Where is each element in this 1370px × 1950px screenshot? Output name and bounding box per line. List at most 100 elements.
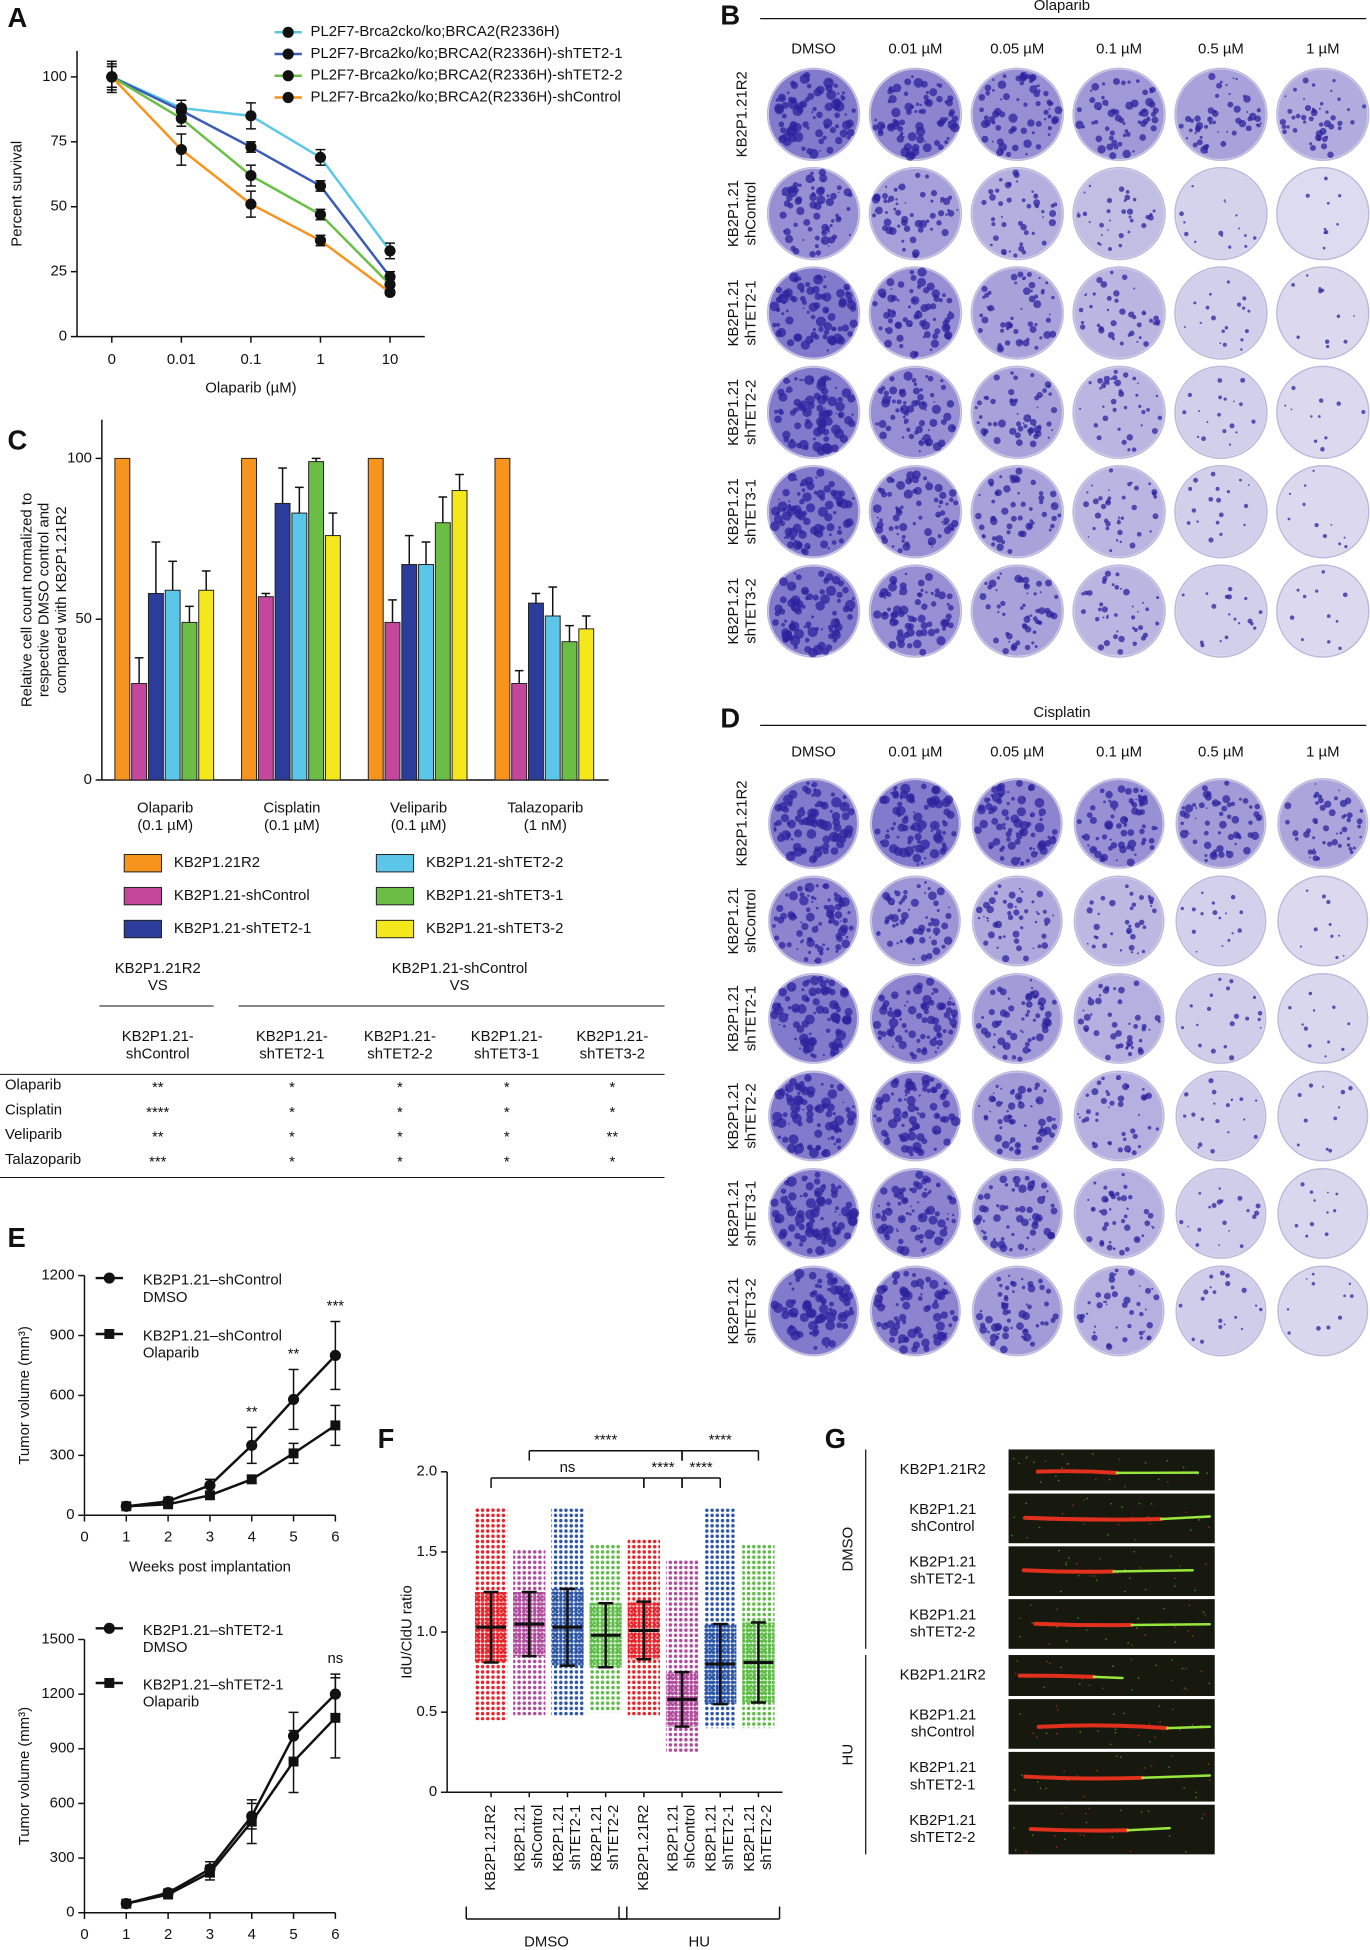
speckle xyxy=(1185,1688,1188,1691)
colony xyxy=(1045,317,1052,323)
colony xyxy=(896,298,900,302)
colony xyxy=(1025,153,1028,156)
colony xyxy=(1010,273,1018,281)
colony xyxy=(936,887,945,896)
colony xyxy=(814,235,820,241)
colony xyxy=(996,576,1000,580)
colony xyxy=(805,281,811,287)
colony xyxy=(1007,997,1011,1000)
speckle xyxy=(1168,1834,1171,1837)
colony xyxy=(1029,812,1036,818)
colony xyxy=(934,483,943,493)
colony xyxy=(980,1027,989,1035)
legend-label: KB2P1.21-shTET3-1 xyxy=(426,888,563,904)
colony xyxy=(949,997,952,1000)
x-tick-label: 5 xyxy=(289,1927,297,1943)
colony xyxy=(1101,606,1108,613)
colony xyxy=(799,1234,807,1243)
legend-label: KB2P1.21-shTET2-1 xyxy=(174,921,311,937)
text-line: KB2P1.21 xyxy=(726,1180,742,1247)
colony xyxy=(1018,887,1021,890)
colony xyxy=(1131,447,1137,452)
colony xyxy=(1326,201,1330,205)
colony xyxy=(1245,125,1252,132)
colony xyxy=(872,300,878,307)
colony xyxy=(1137,1047,1143,1053)
colony xyxy=(832,1226,842,1236)
colony xyxy=(1112,1221,1117,1226)
colony xyxy=(1219,80,1223,84)
speckle xyxy=(1072,1504,1074,1507)
colony xyxy=(988,189,994,195)
colony xyxy=(1114,585,1120,590)
colony xyxy=(1128,944,1135,951)
colony xyxy=(1201,891,1204,895)
colony xyxy=(1006,801,1010,806)
colony xyxy=(918,420,926,427)
colony xyxy=(840,988,849,998)
colony xyxy=(825,1198,833,1206)
colony xyxy=(835,944,842,951)
colony xyxy=(987,584,993,590)
colony xyxy=(805,621,812,628)
panel-letter: G xyxy=(825,1423,846,1454)
colony xyxy=(815,1145,821,1150)
table-cell: **** xyxy=(146,1105,169,1121)
colony xyxy=(1022,1336,1027,1341)
colony xyxy=(999,1175,1008,1184)
colony xyxy=(984,119,991,127)
dish-stain xyxy=(1075,1072,1163,1160)
colony xyxy=(924,528,933,537)
colony xyxy=(903,371,913,381)
colony xyxy=(917,579,925,587)
colony xyxy=(892,822,897,826)
colony xyxy=(811,781,818,788)
colony xyxy=(999,572,1002,575)
colony xyxy=(936,909,940,913)
colony xyxy=(1036,424,1042,430)
colony xyxy=(1148,214,1154,221)
colony xyxy=(1041,511,1048,518)
colony xyxy=(947,195,953,200)
colony xyxy=(826,349,830,352)
colony xyxy=(1005,151,1012,157)
colony xyxy=(1295,113,1301,119)
colony xyxy=(1324,176,1328,181)
colony xyxy=(917,1112,920,1115)
colony xyxy=(815,316,827,327)
colony xyxy=(904,201,907,204)
colony xyxy=(1209,292,1212,296)
colony xyxy=(942,293,946,297)
colony xyxy=(805,1182,814,1191)
colony xyxy=(1253,1134,1258,1139)
text-line: KB2P1.21 xyxy=(909,1760,976,1776)
colony xyxy=(806,482,815,491)
colony xyxy=(785,1299,795,1309)
speckle xyxy=(1134,1538,1137,1541)
colony xyxy=(1322,1085,1325,1088)
colony xyxy=(1034,920,1038,924)
colony xyxy=(806,1308,817,1319)
colony xyxy=(907,132,917,142)
colony xyxy=(1187,1225,1190,1228)
colony xyxy=(806,286,815,295)
colony xyxy=(1101,1076,1105,1081)
colony xyxy=(911,1053,918,1060)
colony xyxy=(1005,831,1012,838)
colony xyxy=(824,513,833,522)
colony xyxy=(1093,423,1099,428)
speckle xyxy=(1036,1736,1038,1738)
colony xyxy=(1015,75,1022,82)
colony xyxy=(833,428,845,439)
colony xyxy=(1249,805,1253,809)
colony xyxy=(999,1126,1003,1130)
x-tick-label: KB2P1.21shTET2-2 xyxy=(742,1805,775,1872)
colony xyxy=(943,936,953,945)
colony xyxy=(1141,949,1146,954)
colony xyxy=(1042,1017,1051,1026)
colony xyxy=(847,808,855,816)
colony xyxy=(999,988,1007,996)
colony xyxy=(839,920,842,922)
colony xyxy=(1051,295,1055,300)
colony xyxy=(1233,400,1235,403)
